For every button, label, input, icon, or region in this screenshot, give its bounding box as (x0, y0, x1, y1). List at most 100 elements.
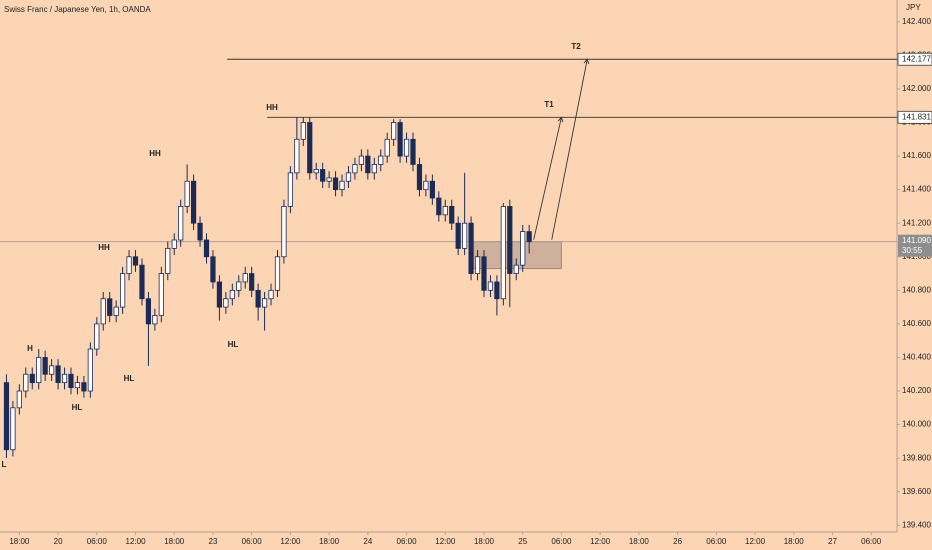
candle-body (384, 138, 390, 157)
candle-body (307, 122, 313, 174)
candle-body (274, 256, 281, 291)
candle-body (474, 256, 481, 274)
annotation: HL (228, 340, 239, 349)
candle-body (223, 298, 229, 308)
candle-body (261, 298, 268, 308)
arrow-head (583, 58, 590, 65)
x-tick-label: 18:00 (319, 537, 340, 546)
level-label-box (897, 52, 932, 66)
candle-body (449, 206, 455, 224)
candle-body (68, 373, 74, 389)
candle-body (320, 169, 326, 182)
y-tick-label: 140.000 (902, 420, 931, 429)
x-tick-label: 06:00 (551, 537, 572, 546)
chart-title: Swiss Franc / Japanese Yen, 1h, OANDA (4, 5, 151, 14)
candle-body (358, 155, 364, 165)
candle-body (339, 180, 345, 191)
arrow-head (557, 116, 564, 123)
candle-body (10, 407, 16, 451)
candle-body (500, 206, 506, 300)
candle-body (61, 373, 68, 384)
candle-body (126, 256, 132, 274)
candle-body (249, 273, 255, 291)
candle-body (178, 206, 184, 241)
annotation: T1 (544, 100, 554, 109)
candle-body (145, 298, 152, 325)
candle-body (410, 138, 416, 165)
candle-body (210, 256, 216, 283)
candle-body (36, 357, 42, 384)
candle-body (520, 231, 526, 266)
candle-body (16, 390, 22, 409)
candle-body (158, 273, 164, 316)
candle-body (152, 315, 158, 325)
annotation: HL (72, 403, 83, 412)
candle-body (49, 365, 55, 375)
x-tick-label: 18:00 (784, 537, 805, 546)
x-tick-label: 18:00 (9, 537, 30, 546)
candle-body (81, 382, 87, 392)
candle-body (313, 169, 319, 174)
x-tick-label: 18:00 (164, 537, 185, 546)
candle-body (326, 177, 332, 182)
candle-body (352, 164, 358, 174)
candle-body (94, 323, 100, 350)
candle-body (29, 373, 35, 384)
x-tick-label: 27 (828, 537, 837, 546)
annotation: H (27, 344, 33, 353)
x-tick-label: 26 (673, 537, 682, 546)
y-tick-label: 140.200 (902, 386, 931, 395)
candle-body (216, 281, 223, 308)
candle-body (74, 382, 81, 389)
x-tick-label: 25 (518, 537, 527, 546)
y-tick-label: 140.400 (902, 353, 931, 362)
candle-body (371, 164, 377, 174)
candle-body (429, 180, 435, 199)
annotation: HL (124, 374, 135, 383)
y-tick-label: 141.400 (902, 185, 931, 194)
candle-body (184, 180, 190, 207)
candle-body (494, 281, 500, 300)
candle-body (416, 164, 423, 191)
x-tick-label: 20 (54, 537, 63, 546)
candle-body (507, 206, 513, 274)
candle-body (139, 264, 145, 300)
candle-body (345, 172, 352, 182)
candle-body (113, 306, 119, 316)
candle-body (300, 122, 306, 140)
level-label: 141.831 (902, 112, 931, 121)
x-tick-label: 06:00 (706, 537, 727, 546)
candle-body (526, 231, 532, 243)
candle-body (436, 197, 442, 216)
level-label: 142.177 (902, 54, 931, 63)
y-tick-label: 140.800 (902, 285, 931, 294)
x-tick-label: 06:00 (397, 537, 418, 546)
candle-body (378, 155, 384, 165)
candle-body (23, 373, 29, 392)
candle-body (203, 239, 210, 258)
x-tick-label: 06:00 (87, 537, 108, 546)
candle-body (132, 256, 139, 266)
candle-body (287, 172, 293, 207)
y-tick-label: 139.800 (902, 453, 931, 462)
candle-body (236, 281, 242, 291)
candle-body (462, 222, 468, 249)
annotation: HH (266, 103, 278, 112)
x-tick-label: 06:00 (861, 537, 882, 546)
candle-body (403, 138, 410, 157)
annotation: T2 (571, 42, 581, 51)
candle-body (197, 222, 203, 241)
candle-body (513, 264, 519, 274)
candle-body (3, 382, 10, 451)
candle-body (268, 289, 274, 300)
current-price-label: 141.090 (902, 236, 931, 245)
candle-body (120, 273, 126, 308)
candle-body (255, 289, 261, 308)
candle-body (468, 222, 474, 274)
target-arrow (551, 59, 588, 240)
candle-body (481, 256, 487, 291)
candle-body (332, 177, 339, 191)
candle-body (100, 298, 106, 325)
